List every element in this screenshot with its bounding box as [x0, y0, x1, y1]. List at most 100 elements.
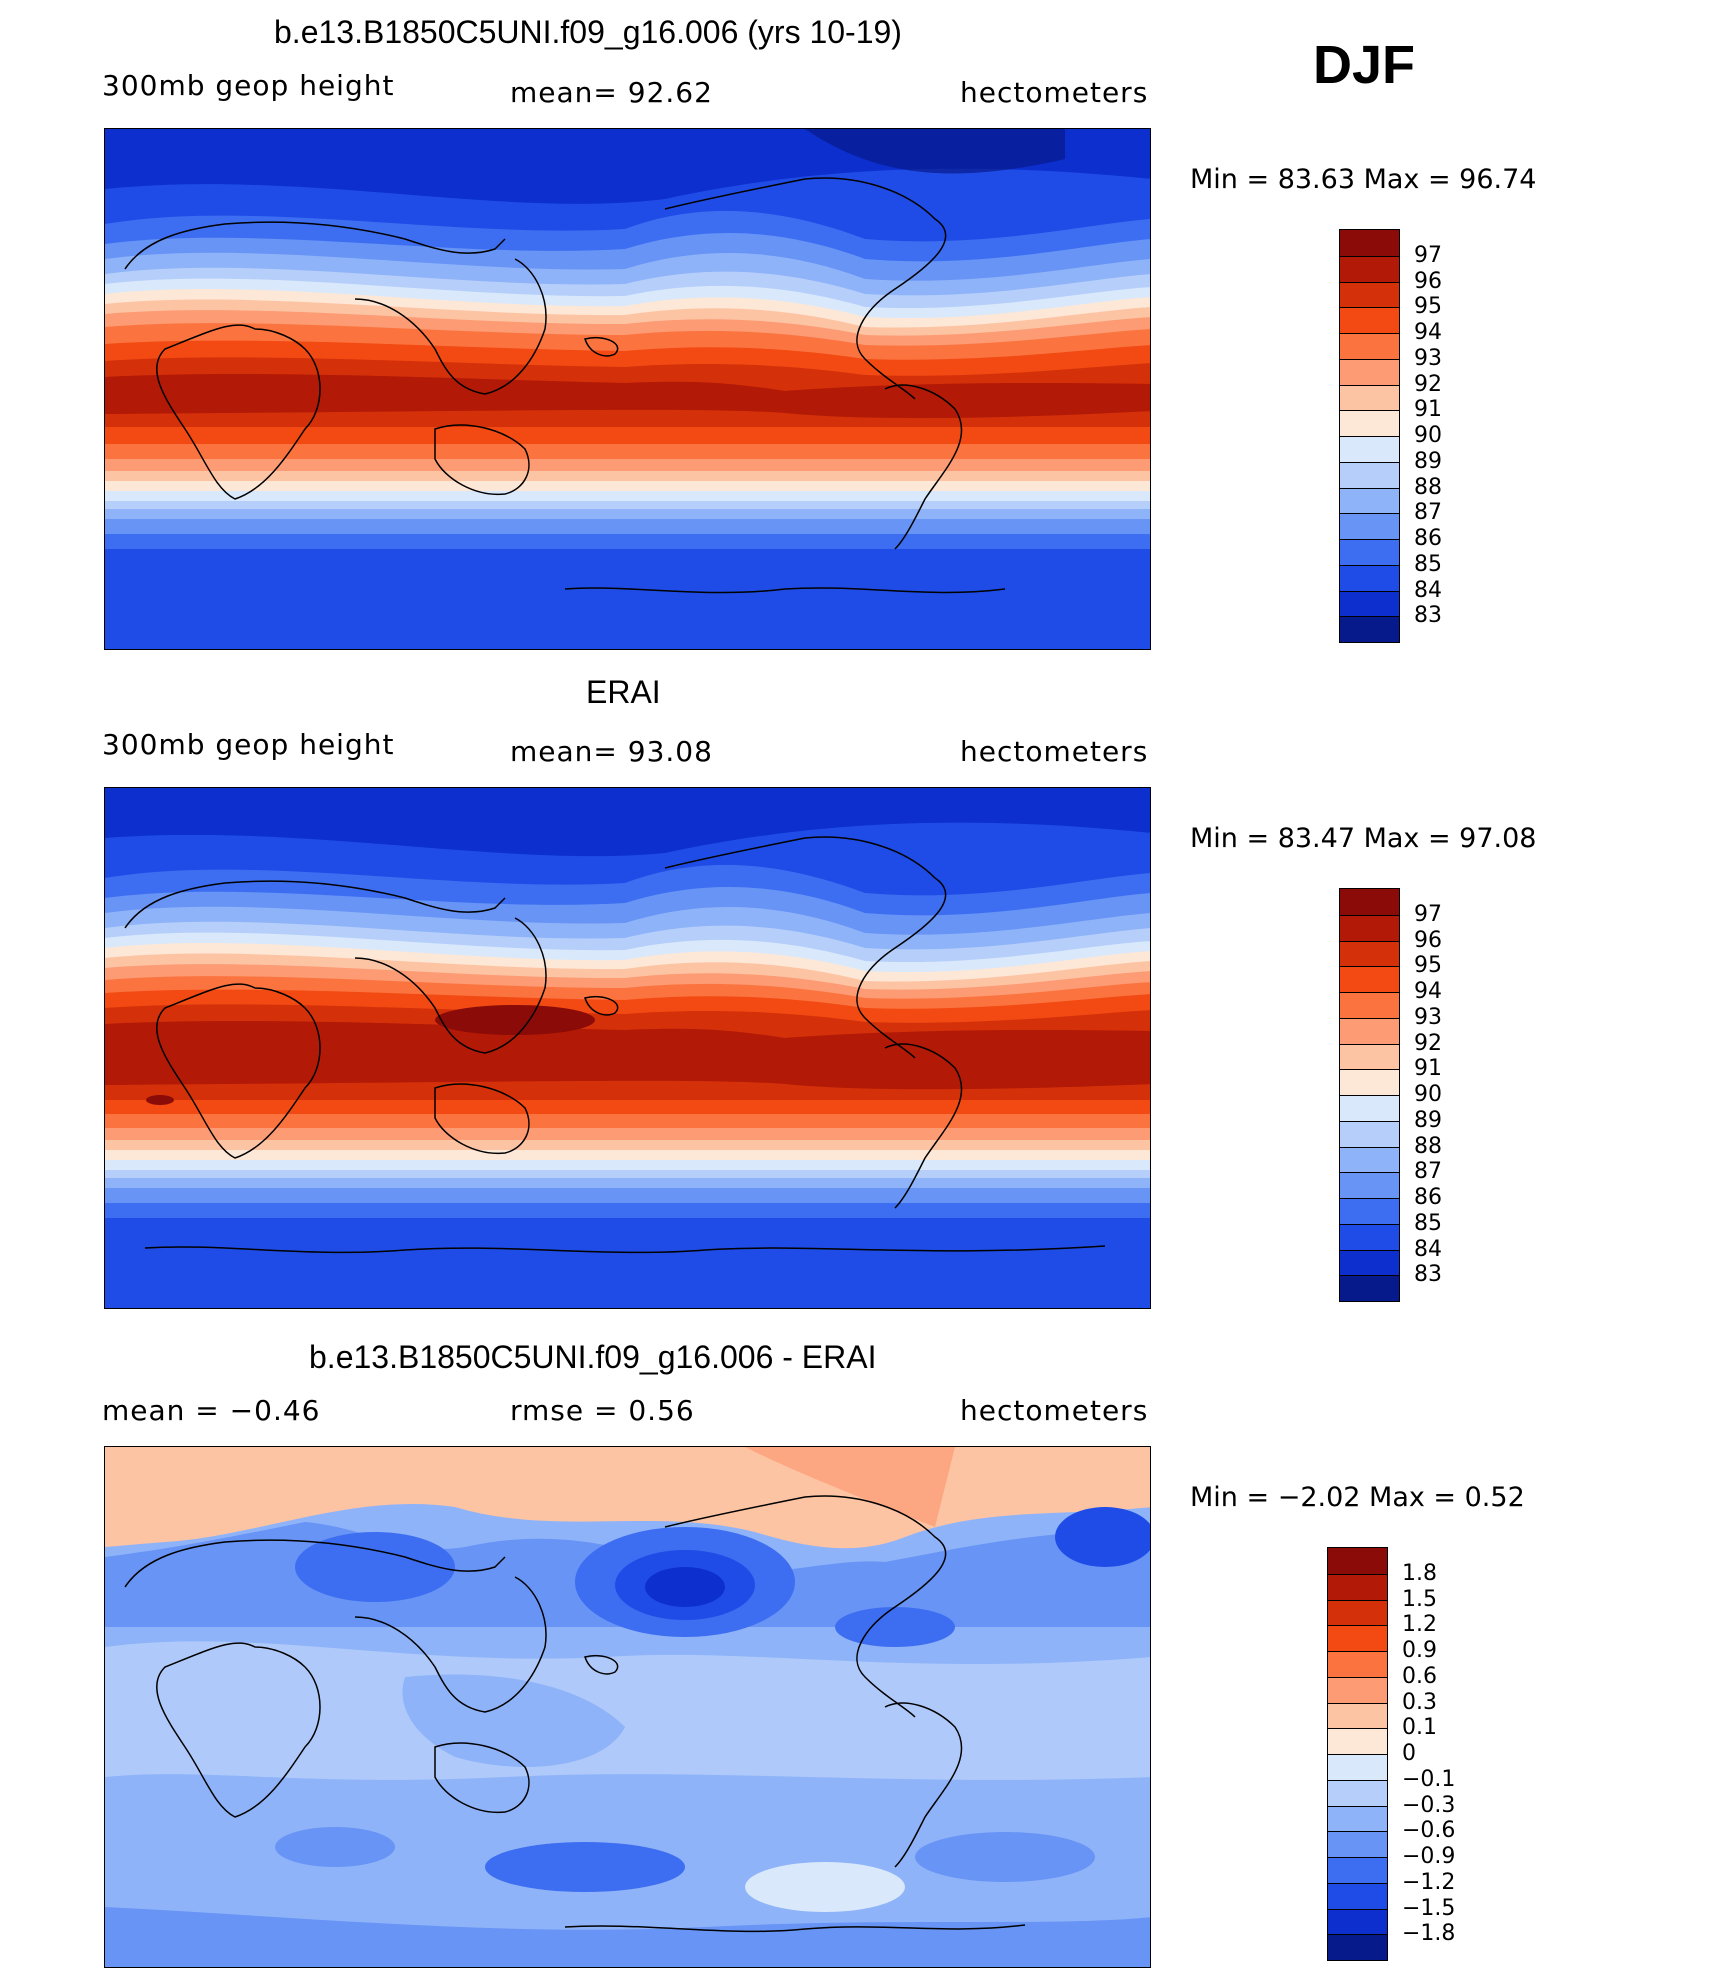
colorbar-tick-label: 87 — [1414, 1159, 1442, 1185]
colorbar-segment — [1340, 539, 1399, 565]
colorbar-segment — [1328, 1651, 1387, 1677]
colorbar-tick-label: 91 — [1414, 1056, 1442, 1082]
colorbar-segment — [1328, 1882, 1387, 1909]
colorbar-segment — [1340, 1017, 1399, 1044]
colorbar-tick-label: 84 — [1414, 577, 1442, 603]
colorbar-segment — [1340, 1198, 1399, 1224]
colorbar-segment — [1328, 1676, 1387, 1703]
colorbar-segment — [1340, 230, 1399, 256]
colorbar-tick-label: −1.5 — [1402, 1895, 1456, 1921]
colorbar-tick-label: 85 — [1414, 1210, 1442, 1236]
colorbar-tick-label: 95 — [1414, 953, 1442, 979]
colorbar-tick-label: 83 — [1414, 1262, 1442, 1288]
colorbar-tick-label: 84 — [1414, 1236, 1442, 1262]
colorbar-segment — [1328, 1728, 1387, 1754]
colorbar-tick-label: −0.1 — [1402, 1766, 1456, 1792]
colorbar-tick-label: 92 — [1414, 1030, 1442, 1056]
colorbar-tick-label: 94 — [1414, 320, 1442, 345]
units-label: hectometers — [960, 76, 1149, 109]
field-label: 300mb geop height — [102, 69, 395, 102]
min-max-label: Min = 83.47 Max = 97.08 — [1190, 823, 1537, 854]
colorbar-tick-label: 83 — [1414, 603, 1442, 629]
colorbar-segment — [1328, 1779, 1387, 1806]
colorbar-tick-label: 87 — [1414, 500, 1442, 526]
colorbar-tick-label: 1.5 — [1402, 1586, 1437, 1612]
colorbar-segment — [1340, 1069, 1399, 1095]
colorbar-segment — [1328, 1573, 1387, 1600]
min-max-label: Min = −2.02 Max = 0.52 — [1190, 1482, 1525, 1513]
colorbar-tick-label: −1.8 — [1402, 1921, 1456, 1947]
colorbar-tick-label: 89 — [1414, 1107, 1442, 1133]
mean-label: mean= 92.62 — [510, 76, 713, 109]
colorbar-segment — [1340, 410, 1399, 436]
colorbar-tick-label: 89 — [1414, 448, 1442, 474]
contour-map — [104, 787, 1151, 1309]
colorbar-segment — [1328, 1754, 1387, 1780]
colorbar-segment — [1328, 1857, 1387, 1883]
colorbar-segment — [1328, 1548, 1387, 1574]
contour-map — [104, 128, 1151, 650]
colorbar-segment — [1340, 255, 1399, 282]
colorbar-tick-label: 88 — [1414, 474, 1442, 500]
colorbar-segment — [1340, 914, 1399, 941]
colorbar-segment — [1340, 281, 1399, 308]
colorbar-tick-label: 0.6 — [1402, 1663, 1437, 1689]
colorbar-segment — [1328, 1831, 1387, 1857]
colorbar-tick-label: 0.1 — [1402, 1715, 1437, 1741]
colorbar-segment — [1340, 1223, 1399, 1250]
colorbar-segment — [1340, 513, 1399, 539]
colorbar-segment — [1340, 1172, 1399, 1198]
colorbar-segment — [1340, 487, 1399, 514]
colorbar-tick-label: 88 — [1414, 1133, 1442, 1159]
colorbar-tick-label: 93 — [1414, 1004, 1442, 1030]
rmse-label: rmse = 0.56 — [510, 1394, 695, 1427]
colorbar — [1339, 888, 1400, 1302]
units-label: hectometers — [960, 1394, 1149, 1427]
colorbar-segment — [1340, 307, 1399, 333]
panel-title: b.e13.B1850C5UNI.f09_g16.006 (yrs 10-19) — [274, 14, 902, 50]
colorbar-segment — [1328, 1805, 1387, 1832]
colorbar-segment — [1328, 1702, 1387, 1729]
colorbar-segment — [1340, 384, 1399, 411]
colorbar — [1339, 229, 1400, 643]
colorbar-segment — [1340, 564, 1399, 591]
colorbar-segment — [1340, 1275, 1399, 1301]
colorbar-tick-label: 1.8 — [1402, 1560, 1437, 1586]
colorbar-segment — [1340, 616, 1399, 642]
colorbar-tick-label: 93 — [1414, 345, 1442, 371]
panel-title: ERAI — [586, 674, 661, 710]
colorbar-tick-label: −0.9 — [1402, 1844, 1456, 1869]
colorbar-segment — [1340, 358, 1399, 385]
colorbar-segment — [1340, 889, 1399, 915]
colorbar-tick-label: 86 — [1414, 1185, 1442, 1210]
colorbar-segment — [1340, 940, 1399, 967]
colorbar-tick-label: 90 — [1414, 1082, 1442, 1107]
colorbar-segment — [1340, 436, 1399, 462]
colorbar-tick-label: 97 — [1414, 242, 1442, 268]
colorbar-tick-label: 94 — [1414, 979, 1442, 1004]
colorbar-segment — [1340, 1043, 1399, 1070]
colorbar-tick-label: 85 — [1414, 551, 1442, 577]
colorbar-segment — [1328, 1934, 1387, 1960]
colorbar-tick-label: 0.3 — [1402, 1689, 1437, 1715]
colorbar-tick-label: −0.3 — [1402, 1792, 1456, 1818]
colorbar-tick-label: 97 — [1414, 901, 1442, 927]
units-label: hectometers — [960, 735, 1149, 768]
mean-label: mean= 93.08 — [510, 735, 713, 768]
mean-label: mean = −0.46 — [102, 1394, 321, 1427]
colorbar-tick-label: 90 — [1414, 423, 1442, 448]
colorbar-tick-label: 0.9 — [1402, 1638, 1437, 1663]
colorbar-tick-label: 96 — [1414, 268, 1442, 294]
colorbar-segment — [1328, 1599, 1387, 1626]
colorbar-segment — [1340, 1120, 1399, 1147]
min-max-label: Min = 83.63 Max = 96.74 — [1190, 164, 1537, 195]
colorbar-tick-label: 1.2 — [1402, 1612, 1437, 1638]
colorbar-segment — [1340, 966, 1399, 992]
colorbar-tick-label: 95 — [1414, 294, 1442, 320]
colorbar-tick-label: 91 — [1414, 397, 1442, 423]
colorbar-segment — [1340, 992, 1399, 1018]
colorbar-segment — [1340, 333, 1399, 359]
panel-title: b.e13.B1850C5UNI.f09_g16.006 - ERAI — [309, 1339, 877, 1375]
colorbar-tick-label: 0 — [1402, 1741, 1416, 1766]
colorbar-tick-label: −1.2 — [1402, 1869, 1456, 1895]
